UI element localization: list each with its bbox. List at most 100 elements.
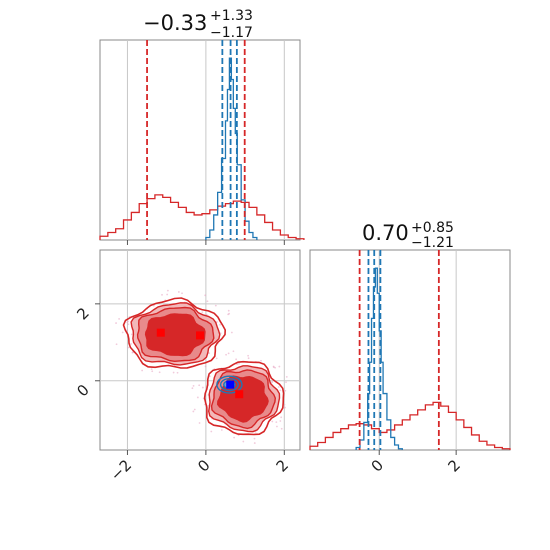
panel-title-top-upper: +1.33 — [210, 8, 253, 24]
y-tick-label: 0 — [73, 381, 92, 400]
histogram-series-red — [99, 194, 305, 240]
scatter-point — [196, 396, 199, 399]
contour-level-red — [144, 313, 206, 357]
scatter-point — [204, 365, 207, 368]
scatter-point — [276, 425, 278, 428]
scatter-point — [208, 352, 211, 355]
scatter-point — [253, 442, 256, 444]
scatter-point — [277, 386, 280, 388]
panel-frame-top — [99, 39, 301, 241]
scatter-point — [233, 436, 236, 439]
scatter-point — [141, 369, 144, 372]
scatter-point — [232, 350, 235, 353]
scatter-point — [172, 371, 175, 374]
scatter-point — [247, 354, 250, 357]
scatter-point — [127, 346, 130, 349]
scatter-point — [214, 304, 217, 307]
scatter-point — [219, 323, 221, 326]
panel-title-top-value: −0.33 — [143, 11, 207, 35]
scatter-point — [158, 371, 161, 374]
x-tick-label: 2 — [273, 456, 292, 475]
scatter-point — [177, 291, 180, 293]
scatter-point — [198, 384, 201, 387]
contour-level-red — [122, 297, 227, 369]
marker-red — [235, 390, 244, 399]
scatter-point — [285, 375, 288, 378]
histogram-panel-bottom — [309, 249, 511, 455]
quantile-lines-bottom — [358, 250, 440, 450]
scatter-point — [131, 351, 134, 354]
scatter-point — [278, 365, 281, 368]
marker-red — [156, 328, 165, 337]
scatter-point — [201, 386, 204, 389]
ticks-top — [126, 240, 285, 245]
scatter-point — [225, 353, 227, 356]
scatter-point — [230, 331, 233, 334]
panel-title-top-lower: −1.17 — [210, 25, 253, 41]
scatter-point — [228, 312, 231, 315]
marker-red — [196, 331, 204, 340]
scatter-point — [151, 370, 154, 373]
y-tick-label: 2 — [73, 304, 92, 323]
histograms-bottom — [309, 267, 511, 450]
scatter-point — [192, 410, 195, 413]
x-tick-label: −2 — [107, 456, 135, 484]
scatter-point — [198, 422, 201, 424]
scatter-point — [280, 427, 283, 430]
scatter-point — [161, 293, 163, 296]
histogram-series-blue — [355, 267, 403, 450]
x-tick-label: 0 — [194, 456, 213, 475]
x-tick-label: 2 — [445, 456, 464, 475]
x-tick-label: 0 — [368, 456, 387, 475]
gridlines-top — [126, 40, 285, 240]
scatter-point — [227, 352, 230, 355]
scatter-point — [176, 371, 179, 374]
scatter-point — [242, 440, 245, 443]
histogram-series-red — [309, 401, 511, 450]
scatter-point — [201, 311, 204, 314]
scatter-point — [192, 384, 195, 387]
scatter-point — [275, 421, 278, 424]
panel-title-bottom-value: 0.70 — [362, 221, 409, 245]
ticks-contour — [95, 303, 285, 455]
contour-level-blue — [216, 375, 243, 394]
scatter-point — [279, 389, 282, 392]
scatter-point — [206, 300, 209, 303]
scatter-point — [181, 292, 183, 295]
scatter-point — [166, 289, 169, 292]
scatter-point — [166, 293, 169, 296]
scatter-point — [279, 420, 282, 422]
scatter-point — [115, 343, 118, 346]
scatter-point — [285, 381, 287, 384]
scatter-point — [130, 342, 132, 345]
panel-title-bottom-upper: +0.85 — [411, 220, 454, 236]
scatter-point — [235, 358, 238, 361]
scatter-point — [121, 331, 124, 334]
scatter-point — [210, 430, 213, 433]
scatter-point — [271, 420, 274, 423]
contour-level-red — [203, 360, 285, 436]
marker-blue — [226, 380, 235, 389]
scatter-point — [130, 333, 133, 336]
contour-level-blue — [219, 377, 239, 392]
scatter-point — [127, 320, 130, 323]
scatter-point — [220, 429, 223, 431]
panel-title-bottom-lower: −1.21 — [411, 235, 454, 251]
scatter-point — [284, 389, 287, 392]
panel-frame-bottom — [309, 249, 511, 451]
scatter-point — [150, 368, 153, 371]
scatter-point — [227, 309, 230, 312]
ticks-bottom — [378, 450, 457, 455]
markers — [156, 328, 244, 399]
quantile-lines-top — [146, 40, 246, 240]
scatter-point — [284, 406, 286, 409]
scatter-point — [280, 416, 283, 419]
scatter-point — [271, 381, 274, 383]
scatter-point — [247, 357, 250, 360]
scatter-point — [193, 408, 196, 411]
scatter-point — [260, 359, 262, 362]
scatter-point — [118, 318, 121, 320]
scatter-point — [253, 437, 256, 440]
scatter-point — [191, 387, 194, 390]
